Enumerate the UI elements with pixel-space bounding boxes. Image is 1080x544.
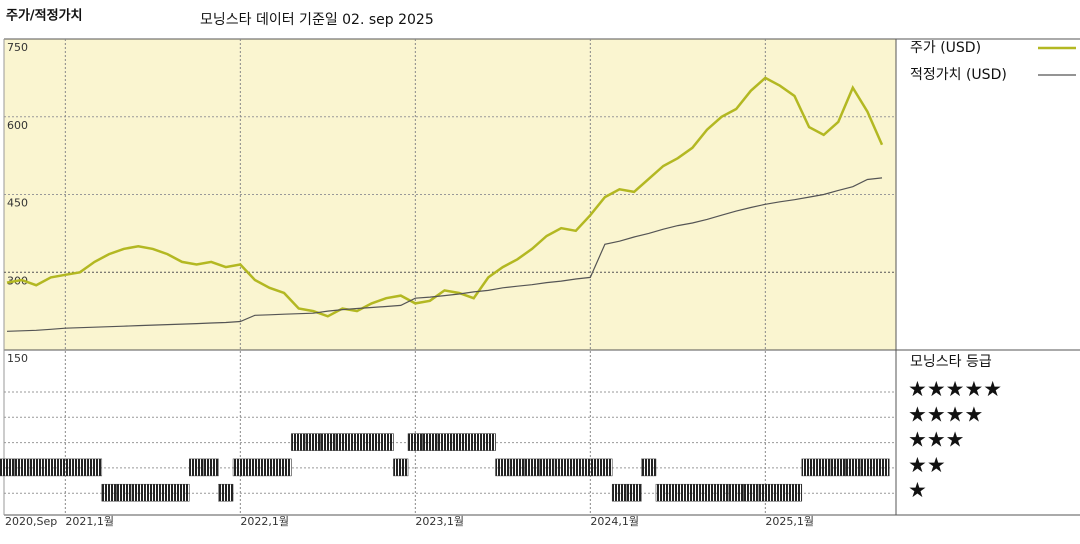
rating-bar — [422, 433, 438, 451]
rating-bar — [0, 458, 15, 477]
rating-bar — [859, 458, 875, 477]
rating-bar — [874, 458, 890, 477]
y-tick-label: 600 — [7, 119, 28, 132]
rating-bar — [261, 458, 278, 477]
x-tick-label: 2020,Sep — [5, 515, 57, 528]
legend-label: 주가 (USD) — [910, 40, 981, 56]
rating-bar — [203, 458, 219, 477]
rating-bar — [772, 483, 788, 502]
rating-bar — [597, 458, 613, 477]
rating-bar — [57, 458, 73, 477]
x-tick-label: 2022,1월 — [240, 515, 289, 528]
rating-bar — [801, 458, 817, 477]
rating-label: ★★ — [908, 453, 946, 477]
rating-bar — [655, 483, 671, 502]
rating-bar — [218, 483, 234, 502]
rating-bar — [714, 483, 730, 502]
x-tick-label: 2021,1월 — [65, 515, 114, 528]
rating-bar — [539, 458, 555, 477]
rating-label: ★★★★ — [908, 402, 983, 426]
rating-bar — [830, 458, 846, 477]
y-tick-label: 750 — [7, 41, 28, 54]
x-tick-label: 2025,1월 — [765, 515, 814, 528]
rating-bar — [699, 483, 715, 502]
rating-bar — [378, 433, 394, 451]
y-tick-label: 450 — [7, 197, 28, 210]
rating-bar — [349, 433, 365, 451]
rating-bar — [436, 433, 453, 451]
rating-bar — [364, 433, 380, 451]
rating-label: ★★★★★ — [908, 377, 1002, 401]
legend-label: 적정가치 (USD) — [910, 67, 1007, 83]
rating-bar — [407, 433, 423, 451]
rating-bar — [334, 433, 350, 451]
y-tick-label: 150 — [7, 352, 28, 365]
chart-subtitle: 모닝스타 데이터 기준일 02. sep 2025 — [200, 12, 434, 28]
rating-bar — [116, 483, 132, 502]
rating-bar — [524, 458, 540, 477]
rating-bar — [72, 458, 88, 477]
rating-bar — [641, 458, 657, 477]
chart-title: 주가/적정가치 — [6, 8, 83, 24]
rating-bar — [393, 458, 409, 477]
rating-bar — [320, 433, 336, 451]
rating-bar — [101, 483, 117, 502]
rating-label: ★★★ — [908, 428, 964, 452]
rating-bar — [509, 458, 525, 477]
rating-bar — [451, 433, 467, 451]
rating-bar — [86, 458, 103, 477]
rating-bar — [145, 483, 161, 502]
rating-bar — [28, 458, 44, 477]
rating-bar — [291, 433, 307, 451]
rating-bar — [43, 458, 59, 477]
rating-bar — [757, 483, 773, 502]
rating-bar — [189, 458, 205, 477]
rating-bar — [14, 458, 30, 477]
x-tick-label: 2023,1월 — [415, 515, 464, 528]
rating-bar — [728, 483, 744, 502]
rating-bar — [786, 483, 803, 502]
rating-bar — [743, 483, 759, 502]
rating-label: ★ — [908, 478, 927, 502]
rating-bar — [670, 483, 686, 502]
rating-bar — [568, 458, 584, 477]
rating-bar — [247, 458, 263, 477]
rating-bar — [466, 433, 482, 451]
rating-bar — [159, 483, 175, 502]
rating-bar — [553, 458, 569, 477]
rating-bar — [174, 483, 190, 502]
rating-bar — [582, 458, 598, 477]
rating-bar — [276, 458, 292, 477]
legend-title: 모닝스타 등급 — [910, 354, 992, 370]
rating-bar — [305, 433, 321, 451]
rating-bar — [480, 433, 496, 451]
rating-bar — [684, 483, 700, 502]
rating-bar — [626, 483, 642, 502]
rating-bar — [611, 483, 628, 502]
rating-bar — [232, 458, 248, 477]
rating-bar — [130, 483, 146, 502]
series-line — [6, 76, 884, 318]
rating-bar — [845, 458, 861, 477]
rating-bar — [816, 458, 832, 477]
series-line — [6, 177, 883, 332]
rating-bar — [495, 458, 511, 477]
x-tick-label: 2024,1월 — [590, 515, 639, 528]
